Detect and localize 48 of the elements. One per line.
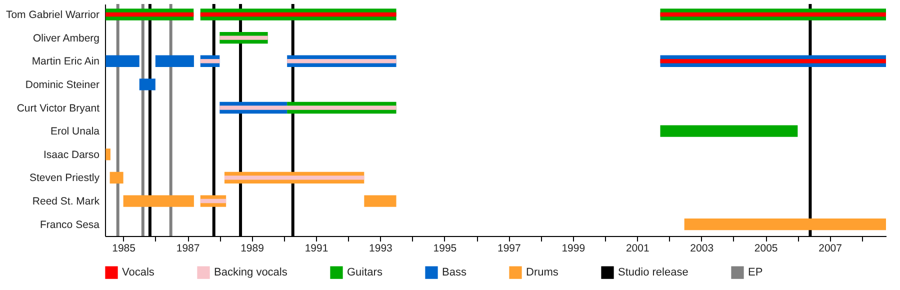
- x-tick-label: 1991: [304, 242, 328, 254]
- y-tick-label: Isaac Darso: [43, 148, 100, 161]
- legend-label: EP: [748, 266, 763, 279]
- bar: [684, 218, 886, 230]
- legend-label: Vocals: [122, 266, 155, 279]
- x-tick-label: 2007: [818, 242, 842, 254]
- x-tick-label: 2001: [626, 242, 650, 254]
- x-tick-label: 1999: [562, 242, 586, 254]
- bar: [364, 195, 396, 207]
- y-tick-label: Oliver Amberg: [32, 32, 100, 44]
- bar: [224, 176, 364, 180]
- y-tick-label: Dominic Steiner: [25, 78, 100, 91]
- y-tick-label: Curt Victor Bryant: [16, 102, 100, 114]
- x-tick-label: 1995: [433, 242, 457, 254]
- x-tick-label: 1987: [176, 242, 200, 254]
- bar: [220, 36, 268, 40]
- y-tick-label: Martin Eric Ain: [32, 56, 100, 68]
- y-tick-label: Steven Priestly: [29, 172, 100, 184]
- x-tick-label: 1985: [112, 242, 136, 254]
- bar: [660, 12, 886, 17]
- x-tick-label: 1989: [240, 242, 264, 254]
- legend-label: Backing vocals: [214, 266, 288, 279]
- y-tick-label: Erol Unala: [50, 126, 100, 138]
- y-tick-label: Reed St. Mark: [32, 196, 100, 208]
- bar: [660, 59, 886, 64]
- bar: [139, 78, 156, 90]
- legend-label: Drums: [526, 266, 559, 279]
- legend-label: Guitars: [347, 266, 383, 279]
- x-tick-label: 2003: [690, 242, 714, 254]
- bar: [220, 106, 396, 110]
- bar: [106, 148, 110, 160]
- bar: [200, 59, 220, 64]
- y-tick-label: Franco Sesa: [40, 218, 100, 231]
- legend-label: Bass: [442, 266, 467, 279]
- x-tick-label: 1993: [369, 242, 393, 254]
- legend-label: Studio release: [618, 266, 688, 279]
- x-tick-label: 2005: [754, 242, 778, 254]
- bar: [106, 12, 194, 17]
- x-tick-label: 1997: [497, 242, 522, 254]
- bar: [660, 125, 798, 137]
- bar: [123, 195, 194, 207]
- bar: [287, 59, 396, 64]
- bar: [200, 12, 396, 17]
- bar: [155, 55, 194, 67]
- bar: [106, 55, 140, 67]
- bar: [110, 172, 124, 184]
- y-tick-label: Tom Gabriel Warrior: [6, 8, 100, 21]
- bar: [200, 198, 226, 204]
